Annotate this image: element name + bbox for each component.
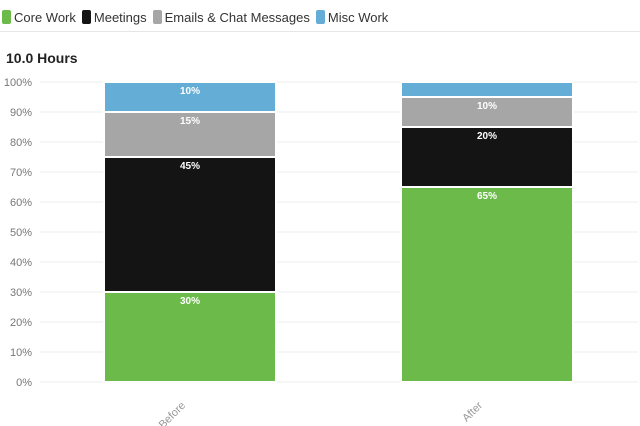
legend-item-misc[interactable]: Misc Work [315,9,389,25]
legend-label-emails: Emails & Chat Messages [164,9,310,25]
chart-title: 10.0 Hours [6,50,78,66]
bar-segment[interactable] [103,291,277,383]
legend-item-emails[interactable]: Emails & Chat Messages [152,9,310,25]
data-label: 65% [477,191,497,202]
legend-swatch-meetings [81,10,91,24]
x-tick-label: After [460,399,485,424]
y-tick-label: 50% [10,227,32,239]
legend-swatch-core-work [2,10,11,24]
y-tick-label: 70% [10,167,32,179]
data-label: 45% [180,161,200,172]
data-label: 20% [477,131,497,142]
bar-segment[interactable] [400,81,574,98]
chart-legend: Core Work Meetings Emails & Chat Message… [2,8,394,26]
y-tick-label: 60% [10,197,32,209]
legend-swatch-misc [315,10,325,24]
legend-swatch-emails [152,10,162,24]
y-tick-label: 10% [10,347,32,359]
bar-segment[interactable] [400,186,574,383]
legend-item-meetings[interactable]: Meetings [81,9,147,25]
y-tick-label: 20% [10,317,32,329]
x-tick-label: Before [157,400,188,426]
bar-segment[interactable] [103,81,277,113]
data-label: 15% [180,116,200,127]
y-tick-label: 40% [10,257,32,269]
data-label: 10% [180,86,200,97]
data-label: 10% [477,101,497,112]
bar-segment[interactable] [400,96,574,128]
legend-label-core-work: Core Work [14,9,76,25]
legend-divider [0,31,640,32]
data-label: 30% [180,296,200,307]
legend-label-meetings: Meetings [93,9,147,25]
y-tick-label: 80% [10,137,32,149]
y-tick-label: 100% [4,77,32,89]
bar-segment[interactable] [103,156,277,293]
legend-label-misc: Misc Work [327,9,389,25]
legend-item-core-work[interactable]: Core Work [2,10,76,25]
y-tick-label: 0% [16,377,32,389]
y-tick-label: 30% [10,287,32,299]
bar-segment[interactable] [103,111,277,158]
y-tick-label: 90% [10,107,32,119]
